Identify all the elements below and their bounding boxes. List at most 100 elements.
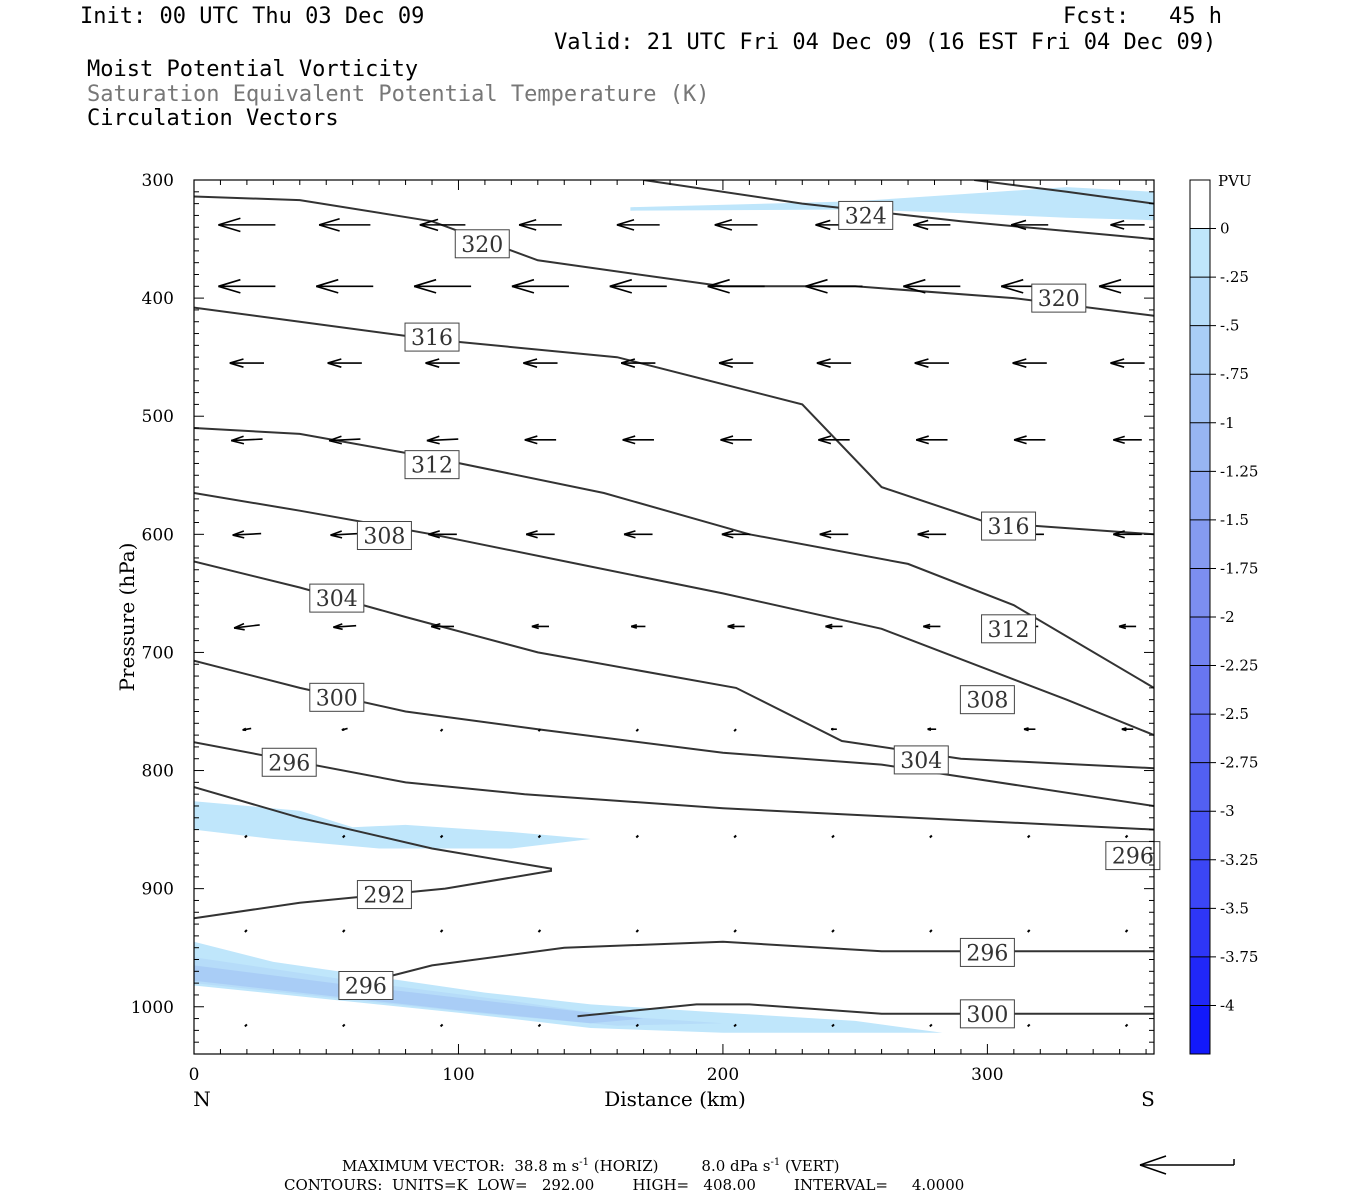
contour-label-box [893, 745, 949, 775]
contour-label: 316 [411, 326, 453, 351]
colorbar-swatch [1190, 908, 1210, 957]
circulation-vector [714, 218, 758, 231]
contour-label-box [404, 322, 460, 352]
circulation-vector [244, 929, 248, 933]
contour-label: 296 [1112, 845, 1154, 870]
y-axis-label: Pressure (hPa) [115, 543, 139, 692]
contour-label: 292 [363, 884, 405, 909]
contour-324-11 [974, 180, 1154, 205]
contour-label: 324 [845, 204, 887, 229]
contour-292-0 [194, 786, 552, 920]
circulation-vector [318, 217, 371, 232]
circulation-vector [537, 929, 542, 933]
contour-label: 308 [966, 689, 1008, 714]
valid-time: Valid: 21 UTC Fri 04 Dec 09 (16 EST Fri … [554, 30, 1217, 55]
circulation-vector [531, 623, 549, 630]
circulation-vector [518, 218, 562, 231]
circulation-vector [733, 1023, 737, 1028]
circulation-vector [341, 727, 348, 731]
circulation-vector [525, 530, 555, 539]
contour-300-3 [194, 659, 1154, 807]
circulation-vector [825, 623, 843, 630]
contour-label-box [454, 229, 510, 259]
circulation-vector [635, 728, 640, 732]
colorbar-swatch [1190, 956, 1210, 1006]
contour-label-box [338, 970, 394, 1000]
contour-308-6 [194, 492, 1154, 737]
circulation-vector [218, 278, 276, 294]
circulation-vector [623, 530, 653, 539]
y-tick-label: 800 [142, 762, 174, 782]
circulation-vector [816, 358, 852, 368]
circulation-vector [537, 1023, 542, 1028]
circulation-vector [622, 435, 654, 445]
circulation-vector [616, 218, 660, 231]
circulation-vector [1113, 530, 1142, 539]
x-tick-label: 300 [971, 1065, 1003, 1085]
horiz-unit-exponent: -1 [579, 1157, 589, 1168]
contour-label-box [838, 200, 894, 230]
circulation-vector [720, 435, 752, 445]
circulation-vector [831, 929, 835, 933]
circulation-vector [1113, 435, 1142, 445]
circulation-vector [1124, 929, 1129, 933]
colorbar-swatch [1190, 762, 1210, 812]
colorbar-swatch [1190, 859, 1210, 909]
circulation-vector [524, 435, 557, 445]
contour-label: 308 [363, 525, 405, 550]
circulation-vector [425, 358, 460, 368]
circulation-vector [1121, 727, 1134, 732]
circulation-vector [1026, 834, 1031, 839]
circulation-vector [831, 1023, 835, 1028]
contour-296-1 [194, 741, 1154, 831]
circulation-vector [707, 278, 765, 294]
contour-296-2 [339, 940, 1154, 990]
circulation-vector [1110, 358, 1145, 368]
colorbar-swatch [1190, 665, 1210, 715]
circulation-vector [721, 530, 751, 539]
circulation-vector [316, 278, 374, 294]
circulation-vector [244, 834, 248, 839]
circulation-vector [342, 834, 346, 839]
circulation-vector [413, 278, 472, 294]
colorbar-swatch [1190, 180, 1210, 229]
y-tick-label: 400 [142, 289, 174, 309]
colorbar-label: -.75 [1220, 365, 1249, 383]
circulation-vector [620, 358, 656, 368]
circulation-vector [1098, 278, 1154, 294]
contour-label-box [404, 450, 460, 480]
circulation-vector [242, 727, 252, 732]
circulation-vector [831, 834, 835, 839]
contour-label-box [261, 747, 317, 777]
circulation-vector [917, 530, 947, 539]
circulation-vector [929, 1023, 933, 1028]
circulation-vector [1012, 358, 1047, 368]
colorbar-label: -2.25 [1220, 657, 1258, 675]
contour-label-box [959, 999, 1015, 1029]
contour-label: 320 [461, 233, 503, 258]
colorbar-swatch [1190, 422, 1210, 472]
circulation-vector [1124, 1023, 1129, 1028]
circulation-vector [218, 217, 276, 233]
colorbar-swatch [1190, 325, 1210, 375]
pv-shading-region-0 [194, 801, 591, 849]
contour-label-box [959, 685, 1015, 715]
contour-label: 316 [988, 515, 1030, 540]
init-time: Init: 00 UTC Thu 03 Dec 09 [80, 4, 425, 29]
circulation-vector [233, 622, 260, 631]
colorbar-title: PVU [1218, 172, 1252, 190]
colorbar-swatch [1190, 1005, 1210, 1054]
vert-unit-exponent: -1 [770, 1157, 781, 1168]
circulation-vector [1124, 834, 1129, 839]
contour-label: 296 [268, 751, 310, 776]
circulation-vector [927, 727, 937, 731]
circulation-vector [1026, 929, 1031, 933]
circulation-vector [342, 1023, 346, 1028]
contour-316-8 [194, 306, 1154, 536]
horiz-tag: (HORIZ) [593, 1157, 659, 1175]
circulation-vector [511, 278, 569, 294]
pv-shading-region-4 [194, 965, 644, 1024]
field-title-mpv: Moist Potential Vorticity [87, 57, 419, 82]
circulation-vector [244, 1023, 248, 1028]
circulation-vector [537, 728, 542, 732]
